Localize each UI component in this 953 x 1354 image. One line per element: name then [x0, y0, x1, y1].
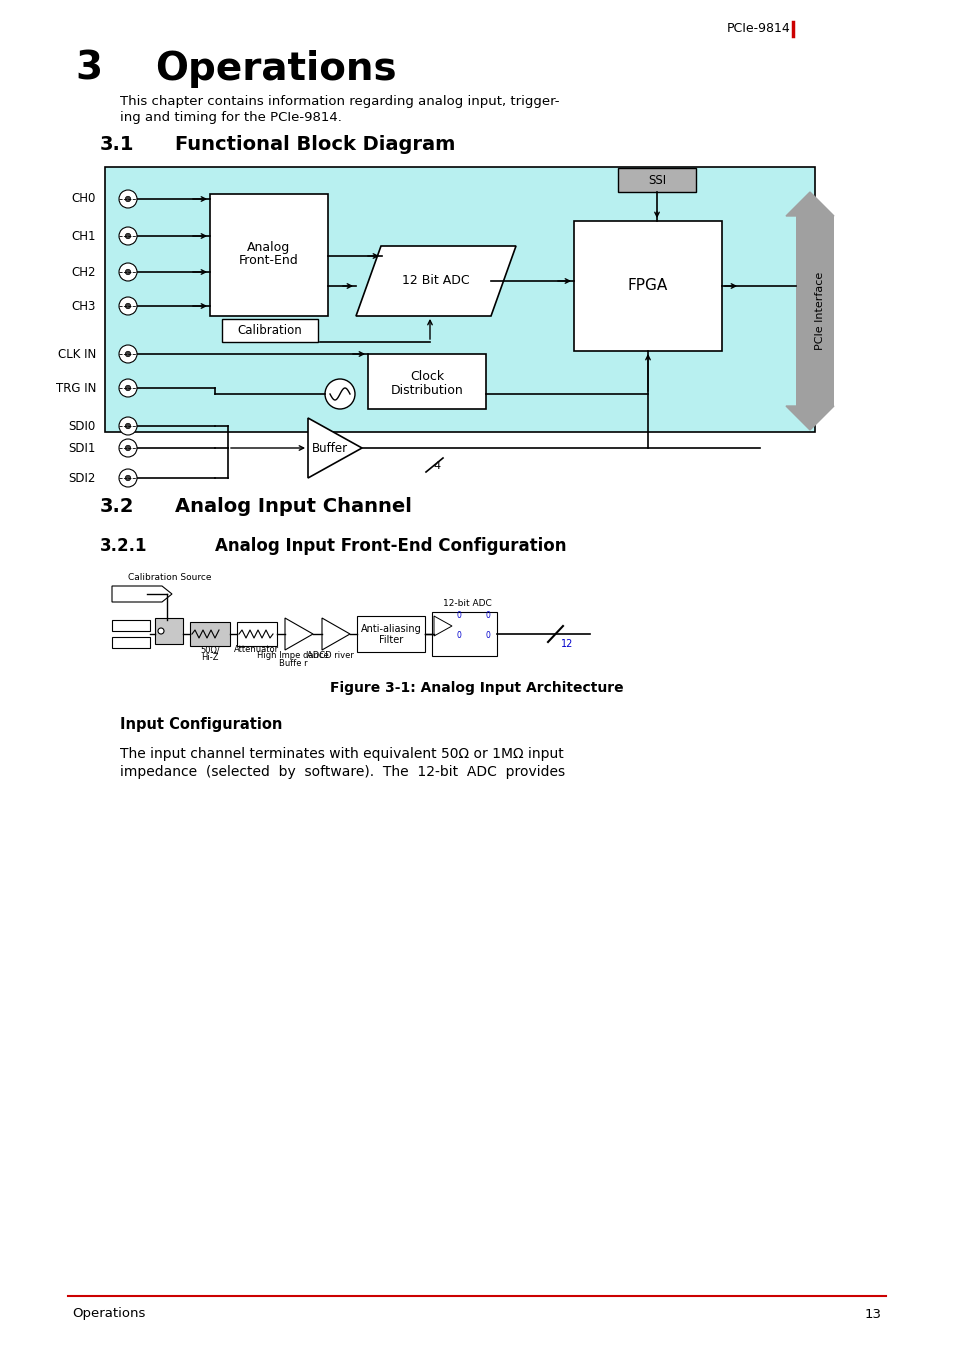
- Circle shape: [325, 379, 355, 409]
- Text: Front-End: Front-End: [239, 255, 298, 268]
- Text: CH3: CH3: [71, 299, 96, 313]
- Circle shape: [119, 297, 137, 315]
- Text: Buffer: Buffer: [312, 441, 348, 455]
- Text: CH2: CH2: [71, 265, 96, 279]
- Bar: [190, 621, 230, 646]
- Text: SSI: SSI: [647, 173, 665, 187]
- Text: High Impe dance: High Impe dance: [257, 651, 329, 661]
- Text: 12: 12: [560, 639, 573, 649]
- Text: Anti-aliasing: Anti-aliasing: [360, 624, 421, 634]
- Text: PCIe-9814: PCIe-9814: [726, 23, 790, 35]
- Circle shape: [125, 196, 131, 202]
- Text: CH0: CH0: [71, 192, 96, 206]
- Text: Calibration Source: Calibration Source: [128, 574, 212, 582]
- Circle shape: [125, 386, 131, 391]
- Text: SDI1: SDI1: [69, 441, 96, 455]
- Text: CLK IN: CLK IN: [58, 348, 96, 360]
- Bar: [368, 353, 485, 409]
- Bar: [618, 168, 696, 192]
- Polygon shape: [285, 617, 313, 650]
- Text: 12 Bit ADC: 12 Bit ADC: [401, 275, 469, 287]
- Text: 0: 0: [485, 612, 490, 620]
- Text: 0: 0: [456, 612, 461, 620]
- Text: 12-bit ADC: 12-bit ADC: [442, 600, 491, 608]
- Text: ADCD river: ADCD river: [306, 651, 353, 661]
- Text: 3.2.1: 3.2.1: [100, 538, 148, 555]
- Text: SDI2: SDI2: [69, 471, 96, 485]
- Circle shape: [125, 351, 131, 356]
- Circle shape: [119, 190, 137, 209]
- Circle shape: [125, 269, 131, 275]
- Text: Analog Input Channel: Analog Input Channel: [174, 497, 412, 516]
- Text: Functional Block Diagram: Functional Block Diagram: [174, 134, 455, 153]
- Text: TRG IN: TRG IN: [55, 382, 96, 394]
- Circle shape: [119, 379, 137, 397]
- Bar: [574, 221, 721, 351]
- Bar: [236, 621, 276, 646]
- Polygon shape: [308, 418, 361, 478]
- Text: Operations: Operations: [154, 50, 396, 88]
- Circle shape: [119, 227, 137, 245]
- Text: Analog Input Front-End Configuration: Analog Input Front-End Configuration: [214, 538, 566, 555]
- Text: PCIe Interface: PCIe Interface: [814, 272, 824, 351]
- Circle shape: [125, 445, 131, 451]
- Bar: [222, 320, 317, 343]
- Text: Operations: Operations: [71, 1308, 145, 1320]
- Text: SDI0: SDI0: [69, 420, 96, 432]
- Text: CH1: CH1: [71, 229, 96, 242]
- Polygon shape: [434, 616, 452, 636]
- Polygon shape: [112, 586, 172, 603]
- Text: Hi-Z: Hi-Z: [201, 653, 218, 662]
- Bar: [795, 217, 833, 406]
- Text: 4: 4: [433, 460, 440, 471]
- Bar: [112, 620, 150, 631]
- Circle shape: [125, 233, 131, 238]
- Text: Calibration: Calibration: [237, 325, 302, 337]
- Polygon shape: [355, 246, 516, 315]
- Text: Analog: Analog: [247, 241, 291, 253]
- Bar: [112, 636, 150, 649]
- Text: Input Configuration: Input Configuration: [120, 716, 282, 731]
- Circle shape: [119, 439, 137, 458]
- Text: 0: 0: [456, 631, 461, 640]
- Circle shape: [119, 468, 137, 487]
- Circle shape: [119, 345, 137, 363]
- Text: FPGA: FPGA: [627, 279, 667, 294]
- Polygon shape: [785, 406, 833, 431]
- Text: 3.1: 3.1: [100, 134, 134, 153]
- Text: 0: 0: [485, 631, 490, 640]
- Text: 3.2: 3.2: [100, 497, 134, 516]
- Text: Filter: Filter: [378, 635, 403, 645]
- Bar: [154, 617, 183, 645]
- Circle shape: [125, 303, 131, 309]
- Text: 50Ω/: 50Ω/: [200, 646, 219, 654]
- Text: The input channel terminates with equivalent 50Ω or 1MΩ input: The input channel terminates with equiva…: [120, 747, 563, 761]
- Polygon shape: [322, 617, 350, 650]
- Bar: [105, 167, 814, 432]
- Bar: [210, 194, 328, 315]
- Text: Clock: Clock: [410, 370, 443, 382]
- Circle shape: [119, 417, 137, 435]
- Bar: [432, 612, 497, 655]
- Text: ing and timing for the PCIe-9814.: ing and timing for the PCIe-9814.: [120, 111, 341, 123]
- Polygon shape: [785, 192, 833, 217]
- Text: Buffe r: Buffe r: [278, 658, 307, 668]
- Circle shape: [125, 424, 131, 429]
- Text: Attenuator: Attenuator: [234, 646, 279, 654]
- Text: Figure 3-1: Analog Input Architecture: Figure 3-1: Analog Input Architecture: [330, 681, 623, 695]
- Text: impedance  (selected  by  software).  The  12-bit  ADC  provides: impedance (selected by software). The 12…: [120, 765, 564, 779]
- Text: Distribution: Distribution: [390, 385, 463, 398]
- Text: This chapter contains information regarding analog input, trigger-: This chapter contains information regard…: [120, 96, 558, 108]
- Bar: [356, 616, 424, 653]
- Circle shape: [125, 475, 131, 481]
- Circle shape: [119, 263, 137, 282]
- Circle shape: [158, 628, 164, 634]
- Text: 3: 3: [75, 50, 102, 88]
- Text: 13: 13: [864, 1308, 882, 1320]
